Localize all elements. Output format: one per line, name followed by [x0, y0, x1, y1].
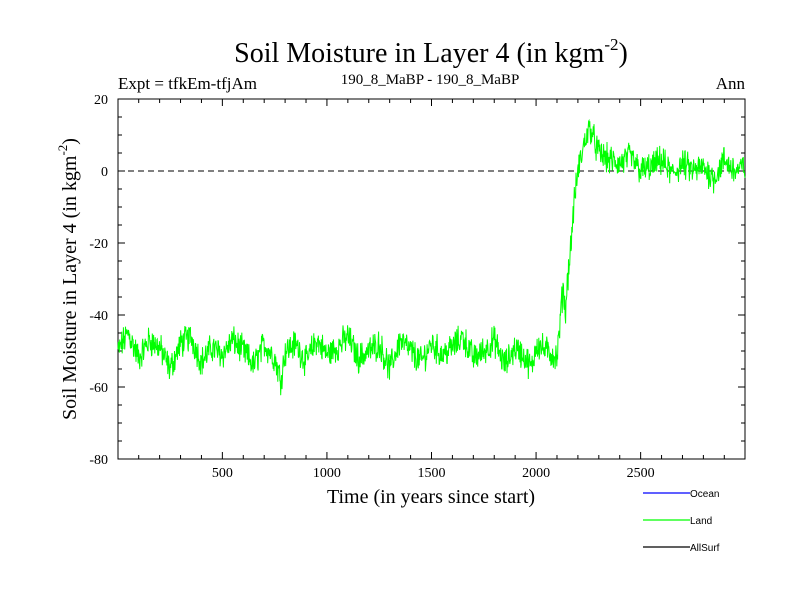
legend: Ocean Land AllSurf	[643, 489, 720, 554]
plot-frame	[117, 98, 746, 460]
expt-label: Expt = tfkEm-tfjAm	[118, 74, 257, 93]
y-tick-label: -60	[89, 381, 108, 396]
x-axis-label: Time (in years since start)	[327, 486, 535, 508]
series-group	[117, 118, 746, 396]
subtitle: 190_8_MaBP - 190_8_MaBP	[341, 72, 520, 88]
x-tick-label: 1500	[418, 466, 446, 481]
axis-ticks	[118, 98, 745, 460]
x-tick-label: 500	[212, 466, 233, 481]
period-label: Ann	[716, 74, 746, 93]
legend-label-ocean: Ocean	[690, 489, 719, 500]
legend-label-allsurf: AllSurf	[690, 543, 720, 554]
y-axis-label: Soil Moisture in Layer 4 (in kgm-2)	[55, 138, 81, 420]
y-tick-label: -20	[89, 237, 108, 252]
y-tick-label: 0	[101, 165, 108, 180]
x-tick-label: 2500	[627, 466, 655, 481]
y-tick-label: -80	[89, 453, 108, 468]
x-tick-label: 1000	[313, 466, 341, 481]
x-tick-label: 2000	[522, 466, 550, 481]
y-tick-label: -40	[89, 309, 108, 324]
chart-title: Soil Moisture in Layer 4 (in kgm-2)	[234, 35, 628, 69]
tick-labels: 20 0 -20 -40 -60 -80 500 1000 1500 2000 2500	[89, 93, 654, 481]
legend-label-land: Land	[690, 516, 712, 527]
y-tick-label: 20	[94, 93, 108, 108]
series-line-land	[117, 118, 746, 396]
